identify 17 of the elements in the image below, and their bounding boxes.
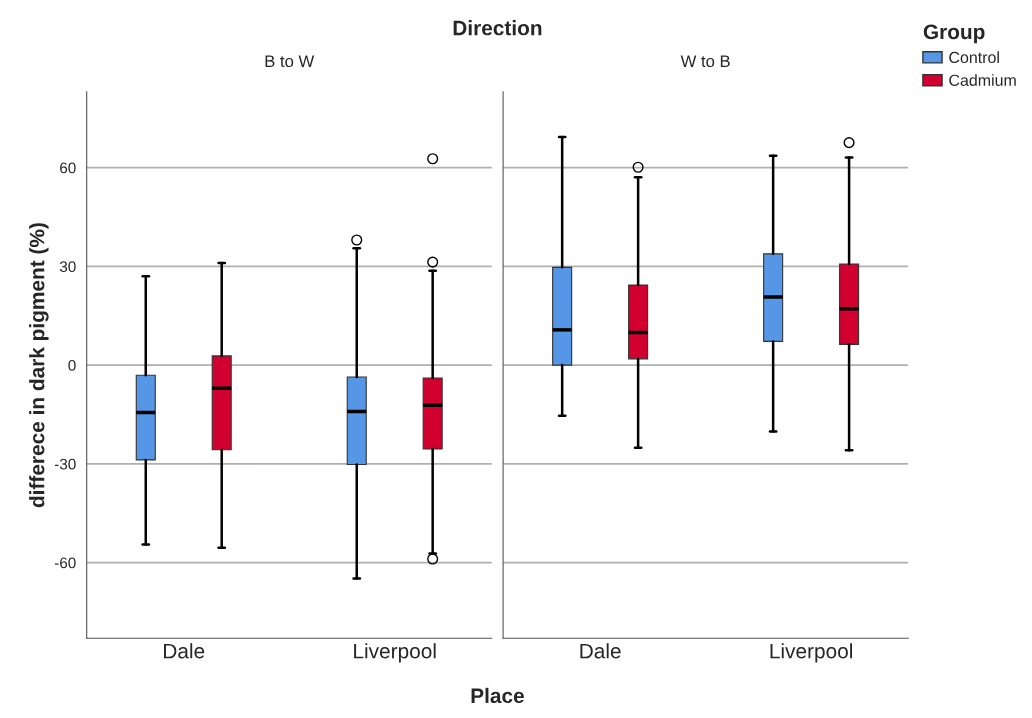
y-tick-label: -30: [54, 458, 76, 470]
x-tick-label: Dale: [580, 643, 621, 659]
legend-label: Cadmium: [949, 74, 1016, 86]
legend-label: Control: [949, 51, 999, 64]
y-tick-label: -60: [54, 557, 76, 569]
y-tick-label: 30: [59, 261, 76, 273]
y-tick-label: 60: [60, 162, 76, 174]
chart-title: B to W: [265, 55, 315, 68]
x-tick-label: Liverpool: [354, 643, 436, 663]
legend-title: Group: [923, 24, 985, 44]
x-tick-label: Dale: [164, 643, 205, 659]
chart-title: W to B: [680, 55, 730, 68]
y-axis-title: differece in dark pigment (%): [29, 223, 49, 508]
text: Direction: [453, 20, 542, 36]
x-axis-title: Place: [471, 687, 524, 704]
x-tick-label: Liverpool: [770, 643, 852, 663]
y-tick-label: 0: [68, 359, 76, 371]
